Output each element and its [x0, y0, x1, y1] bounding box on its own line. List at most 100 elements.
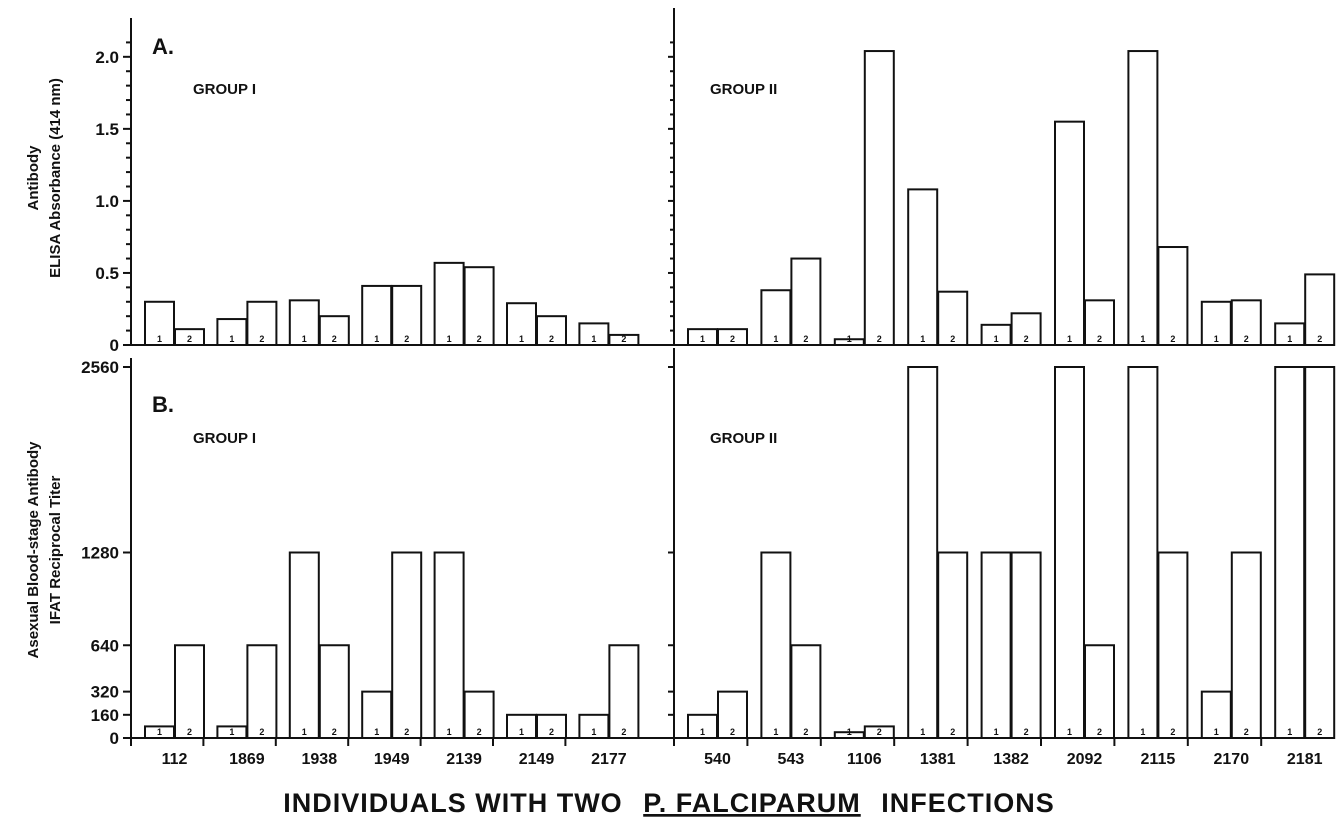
bar-a-2092-1: [1054, 120, 1085, 346]
bar-number-label: 1: [447, 727, 452, 737]
panel-a-group-2-label: GROUP II: [710, 81, 777, 98]
bar-number-label: 2: [477, 334, 482, 344]
bar-number-label: 1: [374, 727, 379, 737]
x-tick-label-2149: 2149: [519, 751, 555, 768]
bar-number-label: 1: [700, 334, 705, 344]
bar-number-label: 1: [1287, 727, 1292, 737]
panel-1-ytick-label: 320: [91, 683, 119, 702]
bar-b-2139-2: [463, 690, 495, 739]
x-tick-label-2170: 2170: [1214, 751, 1250, 768]
x-tick-label-2115: 2115: [1141, 751, 1176, 768]
bar-a-2115-1: [1127, 50, 1159, 347]
bar-number-label: 1: [994, 334, 999, 344]
panel-1-ytick-label: 640: [91, 636, 119, 655]
panel-b-group-2-label: GROUP II: [710, 430, 777, 447]
bar-number-label: 1: [374, 334, 379, 344]
x-tick-label-540: 540: [704, 751, 731, 768]
bar-number-label: 1: [157, 727, 162, 737]
bar-number-label: 1: [1214, 334, 1219, 344]
bar-number-label: 2: [259, 727, 264, 737]
panel-1-ytick-label: 2560: [81, 358, 119, 377]
bar-number-label: 2: [1024, 727, 1029, 737]
bar-number-label: 2: [549, 727, 554, 737]
bar-number-label: 1: [1214, 727, 1219, 737]
x-tick-label-1106: 1106: [847, 751, 882, 768]
bar-a-1106-2: [863, 50, 895, 347]
bar-b-1938-2: [318, 644, 350, 739]
bar-number-label: 2: [1170, 727, 1175, 737]
bar-number-label: 1: [229, 334, 234, 344]
bar-number-label: 2: [477, 727, 482, 737]
bar-number-label: 1: [773, 727, 778, 737]
bar-a-112-1: [144, 300, 175, 347]
panel-0-ytick-label: 0: [110, 336, 119, 355]
bar-number-label: 1: [920, 334, 925, 344]
figure-title-suffix: INFECTIONS: [881, 788, 1055, 818]
bar-number-label: 1: [847, 727, 852, 737]
bar-number-label: 1: [591, 727, 596, 737]
bar-b-2181-2: [1304, 366, 1336, 739]
bar-b-2115-1: [1127, 366, 1159, 739]
bar-a-543-1: [760, 289, 792, 346]
bar-b-1938-1: [288, 551, 320, 739]
bar-number-label: 1: [591, 334, 596, 344]
panel-1-ytick-label: 160: [91, 706, 119, 725]
x-tick-label-1381: 1381: [920, 751, 956, 768]
panel-b-ylabel-line1: Asexual Blood-stage Antibody: [25, 441, 42, 659]
bar-number-label: 1: [302, 334, 307, 344]
bar-number-label: 2: [877, 727, 882, 737]
bar-number-label: 1: [157, 334, 162, 344]
bar-a-2092-2: [1084, 299, 1115, 346]
bar-number-label: 2: [1024, 334, 1029, 344]
panel-a-label: A.: [152, 34, 174, 59]
bar-a-2181-2: [1304, 273, 1336, 346]
bar-number-label: 1: [447, 334, 452, 344]
bar-a-112-2: [174, 328, 205, 346]
bar-number-label: 2: [950, 334, 955, 344]
panel-0-ytick-label: 0.5: [95, 264, 119, 283]
bar-number-label: 1: [302, 727, 307, 737]
bar-number-label: 2: [259, 334, 264, 344]
chart-marks: 00.51.01.52.01 2 1 2 1 2 1 2 1 2 1 2 1 2 1 2 1 2 1 2 1 2 1 2 1 2 1…: [81, 8, 1336, 768]
bar-b-2170-2: [1230, 551, 1262, 739]
bar-number-label: 2: [730, 727, 735, 737]
x-tick-label-1382: 1382: [993, 751, 1029, 768]
bar-number-label: 2: [803, 334, 808, 344]
x-tick-label-1938: 1938: [302, 751, 338, 768]
bar-b-2149-2: [536, 713, 567, 739]
panel-a-ylabel-line1: Antibody: [25, 145, 42, 211]
bar-number-label: 1: [1140, 727, 1145, 737]
x-tick-label-1869: 1869: [229, 751, 265, 768]
bar-number-label: 2: [332, 727, 337, 737]
bar-number-label: 2: [1317, 334, 1322, 344]
bar-number-label: 2: [187, 334, 192, 344]
bar-number-label: 1: [1067, 334, 1072, 344]
panel-a-ylabel-line2: ELISA Absorbance (414 nm): [47, 78, 64, 278]
bar-b-112-2: [174, 644, 205, 739]
bar-a-540-2: [717, 328, 748, 346]
x-tick-label-112: 112: [162, 751, 188, 768]
bar-number-label: 1: [1287, 334, 1292, 344]
panel-b-ylabel-line2: IFAT Reciprocal Titer: [47, 476, 64, 625]
bar-a-2149-2: [536, 315, 567, 347]
bar-a-1938-1: [288, 299, 320, 346]
bar-number-label: 2: [1244, 727, 1249, 737]
bar-b-2177-2: [608, 644, 640, 739]
bar-number-label: 2: [404, 727, 409, 737]
bar-number-label: 1: [229, 727, 234, 737]
bar-number-label: 2: [730, 334, 735, 344]
panel-0-ytick-label: 1.5: [95, 120, 119, 139]
bar-number-label: 1: [920, 727, 925, 737]
bar-number-label: 2: [549, 334, 554, 344]
bar-a-1869-2: [246, 300, 278, 347]
x-tick-label-2139: 2139: [446, 751, 482, 768]
panel-1-ytick-label: 0: [110, 729, 119, 748]
bar-number-label: 1: [519, 727, 524, 737]
bar-number-label: 2: [1170, 334, 1175, 344]
bar-a-1382-2: [1010, 312, 1042, 346]
x-tick-label-2092: 2092: [1067, 751, 1103, 768]
bar-b-1381-2: [937, 551, 969, 739]
bar-number-label: 2: [1097, 727, 1102, 737]
bar-number-label: 2: [803, 727, 808, 737]
